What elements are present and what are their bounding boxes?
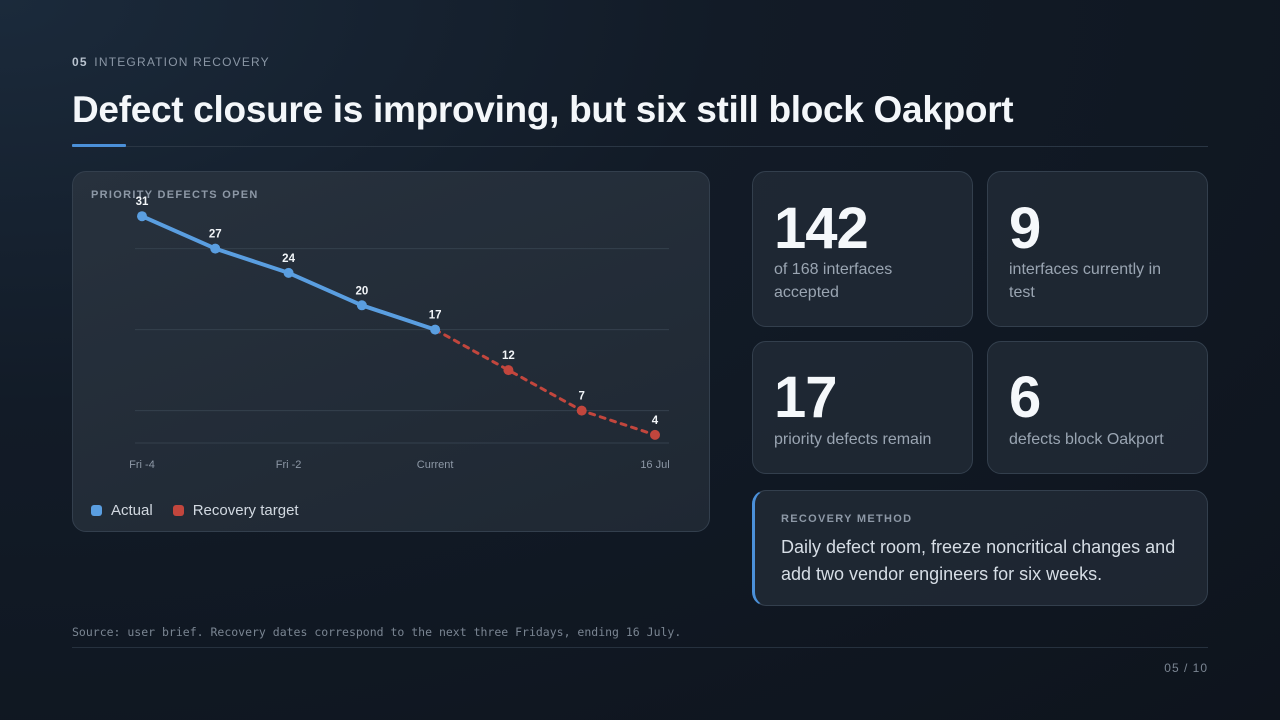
data-label: 31: [136, 196, 149, 208]
legend-item-recovery-target: Recovery target: [172, 502, 299, 519]
recovery-method-text: Daily defect room, freeze noncritical ch…: [781, 537, 1176, 584]
data-point: [430, 324, 441, 335]
data-label: 4: [652, 415, 659, 427]
data-label: 24: [282, 253, 295, 265]
source-note: Source: user brief. Recovery dates corre…: [72, 625, 682, 639]
data-label: 7: [579, 391, 585, 403]
stat-card-interfaces-in-test: 9 interfaces currently in test: [987, 171, 1208, 327]
data-point: [356, 300, 367, 311]
data-label: 17: [429, 310, 442, 322]
chart-legend: Actual Recovery target: [91, 502, 299, 519]
stat-description: of 168 interfaces accepted: [774, 261, 893, 301]
x-tick-label: Fri -4: [129, 459, 155, 471]
x-tick-label: Current: [417, 459, 454, 471]
legend-swatch-recovery-target: [172, 505, 184, 516]
stat-value: 17: [774, 365, 838, 430]
data-point: [503, 365, 514, 376]
title-accent-bar: [72, 144, 126, 147]
data-label: 12: [502, 350, 515, 362]
legend-label-actual: Actual: [111, 502, 153, 519]
legend-swatch-actual: [91, 505, 102, 516]
stat-card-priority-defects: 17 priority defects remain: [752, 341, 973, 474]
chart-card: PRIORITY DEFECTS OPEN Fri -4 Fri -2 Curren…: [72, 171, 710, 532]
x-tick-label: Fri -2: [276, 459, 302, 471]
series-line-recovery-target: [433, 328, 657, 437]
section-number: 05: [72, 55, 88, 69]
stat-value: 142: [774, 196, 869, 261]
page-number: 05 / 10: [1164, 661, 1208, 675]
section-kicker: 05 INTEGRATION RECOVERY: [72, 55, 270, 69]
data-label: 20: [355, 285, 368, 297]
stat-value: 6: [1009, 365, 1041, 430]
stat-description: interfaces currently in test: [1009, 261, 1162, 301]
legend-item-actual: Actual: [91, 502, 153, 519]
recovery-method-label: RECOVERY METHOD: [781, 513, 913, 525]
footer-divider: [72, 647, 1208, 648]
stat-description: priority defects remain: [774, 431, 932, 448]
chart-title: PRIORITY DEFECTS OPEN: [91, 189, 259, 201]
data-point: [576, 405, 587, 416]
recovery-method-card: RECOVERY METHOD Daily defect room, freez…: [752, 490, 1208, 606]
data-point: [650, 429, 660, 440]
stat-card-interfaces-accepted: 142 of 168 interfaces accepted: [752, 171, 973, 327]
stat-description: defects block Oakport: [1009, 431, 1164, 448]
data-point: [210, 243, 221, 254]
legend-label-recovery-target: Recovery target: [192, 502, 299, 519]
section-name: INTEGRATION RECOVERY: [94, 55, 270, 69]
data-point: [137, 211, 147, 222]
data-label: 27: [209, 229, 222, 241]
stat-value: 9: [1009, 196, 1041, 261]
title-divider: [72, 146, 1208, 147]
stat-card-blocking-defects: 6 defects block Oakport: [987, 341, 1208, 474]
slide-title: Defect closure is improving, but six sti…: [72, 89, 1014, 130]
x-tick-label: 16 Jul: [640, 459, 669, 471]
defects-line-chart: Fri -4 Fri -2 Current 16 Jul 31 27 24 20 17 12 7 4: [129, 196, 670, 471]
data-point: [283, 267, 294, 278]
